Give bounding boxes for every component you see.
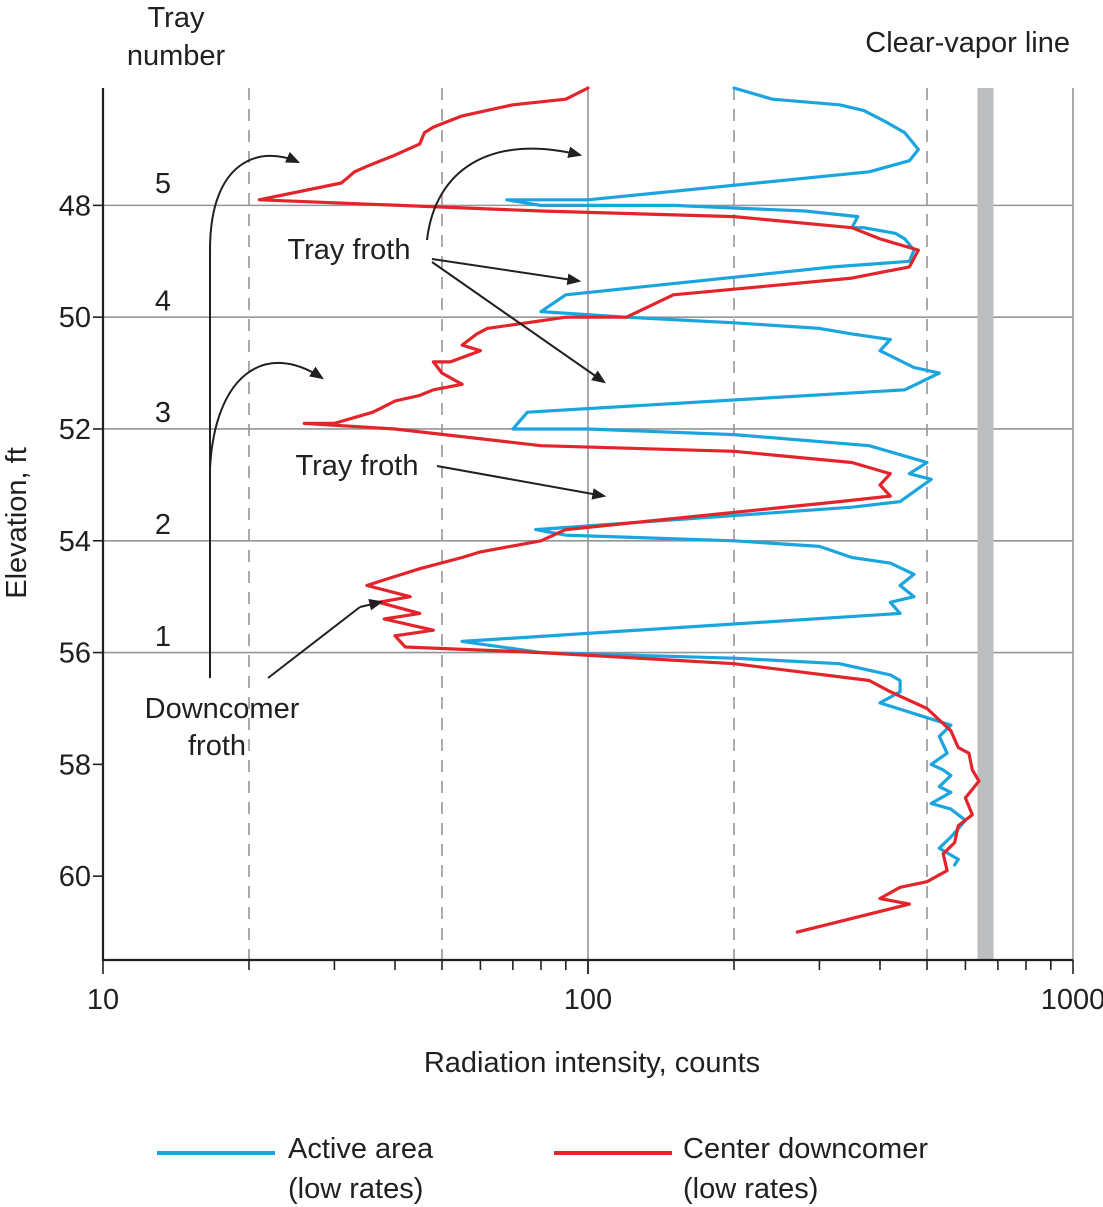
tray-header-line1: Tray bbox=[148, 2, 205, 34]
tray-number-1: 1 bbox=[155, 621, 171, 653]
series-group bbox=[257, 86, 981, 934]
series-line-center-downcomer bbox=[257, 86, 981, 934]
downcomer-arrow-tray1 bbox=[359, 599, 384, 611]
annotation-tray-froth-upper: Tray froth bbox=[287, 234, 410, 266]
y-tick-label-56: 56 bbox=[59, 638, 91, 670]
tray-header-line2: number bbox=[127, 40, 226, 72]
clear-vapor-line bbox=[977, 88, 994, 960]
tray-froth-arrow-tray2 bbox=[436, 465, 607, 500]
downcomer-arrow-tray3 bbox=[209, 361, 324, 469]
y-tick-label-58: 58 bbox=[59, 749, 91, 781]
y-tick-label-48: 48 bbox=[59, 190, 91, 222]
tray-number-2: 2 bbox=[155, 509, 171, 541]
y-tick-label-54: 54 bbox=[59, 526, 91, 558]
x-tick-label-1000: 1000 bbox=[1041, 984, 1103, 1016]
series-line-active-area bbox=[460, 86, 967, 867]
annotation-downcomer-line2: froth bbox=[188, 730, 246, 762]
tray-froth-arrow-tray5 bbox=[426, 146, 583, 241]
tray-number-3: 3 bbox=[155, 397, 171, 429]
y-tick-label-52: 52 bbox=[59, 414, 91, 446]
y-tick-label-50: 50 bbox=[59, 302, 91, 334]
tray-number-4: 4 bbox=[155, 285, 171, 317]
x-tick-label-100: 100 bbox=[564, 984, 612, 1016]
annotation-tray-froth-lower: Tray froth bbox=[295, 450, 418, 482]
tray-froth-arrow-tray3 bbox=[431, 261, 606, 384]
x-tick-label-10: 10 bbox=[87, 984, 119, 1016]
x-axis-title: Radiation intensity, counts bbox=[424, 1047, 760, 1079]
annotation-downcomer-line1: Downcomer bbox=[145, 693, 300, 725]
clear-vapor-label: Clear-vapor line bbox=[865, 27, 1070, 59]
annotation-arrows bbox=[209, 146, 607, 679]
x-minor-ticks bbox=[93, 204, 1074, 974]
downcomer-arrow-tail bbox=[267, 606, 361, 679]
y-axis-title: Elevation, ft bbox=[1, 447, 33, 599]
y-tick-label-60: 60 bbox=[59, 861, 91, 893]
tray-froth-arrow-tray4 bbox=[431, 258, 582, 286]
tray-number-5: 5 bbox=[155, 168, 171, 200]
downcomer-arrow-tray5 bbox=[209, 151, 301, 678]
